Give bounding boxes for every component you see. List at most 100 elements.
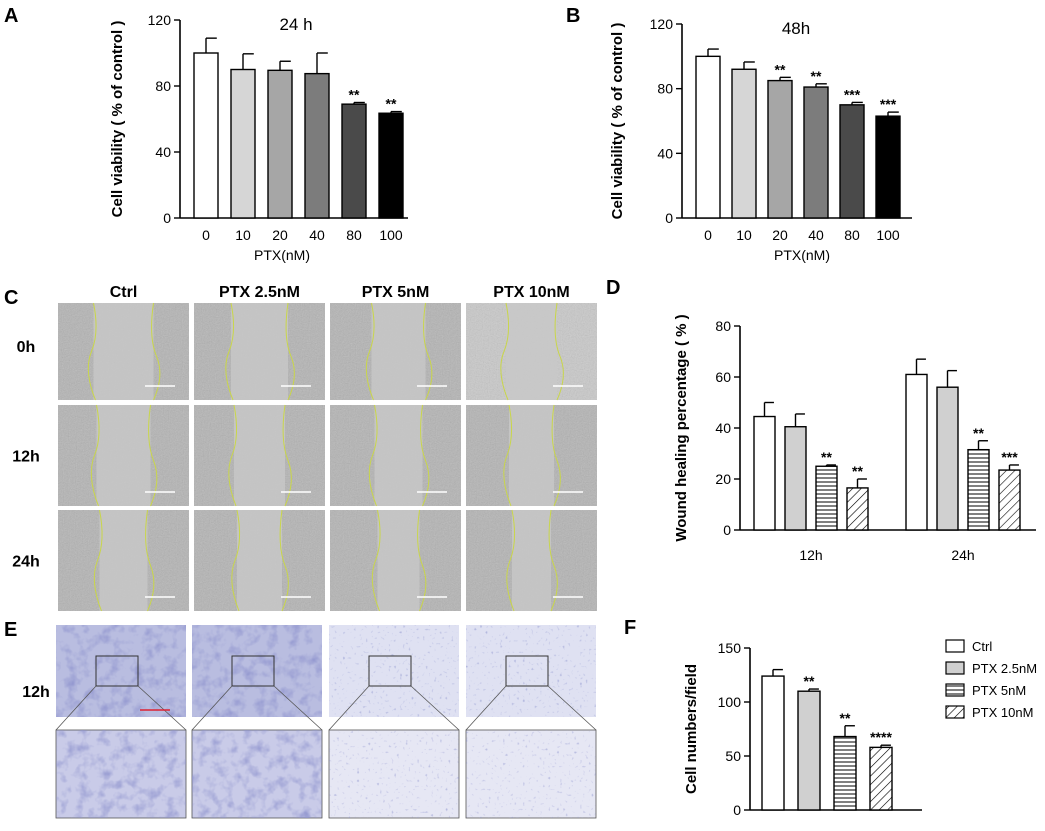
micrograph-2-3	[466, 509, 597, 612]
zoom-line-right	[547, 685, 597, 731]
wound-gap	[506, 303, 557, 400]
micrograph-0-2	[330, 302, 461, 401]
wound-edge-left	[225, 302, 235, 401]
zoom-line-left	[191, 685, 233, 731]
wound-gap	[93, 303, 154, 400]
legend-label: PTX 2.5nM	[972, 661, 1037, 676]
transwell-texture-zoom	[56, 730, 186, 818]
y-tick-label: 0	[665, 210, 673, 226]
panel-e-transwell-images: 12h	[22, 625, 597, 819]
bar-0-2	[815, 465, 838, 531]
legend-swatch	[945, 661, 965, 675]
row-label: 24h	[12, 554, 40, 571]
chart-b-viability-48h: 0 40 80 120 Cell viability ( % of control ) 4…	[609, 16, 912, 263]
y-tick-label: 150	[718, 640, 742, 656]
wound-edge-left	[506, 509, 516, 612]
x-tick-label: 20	[772, 227, 788, 243]
legend-swatch	[945, 639, 965, 653]
wound-gap	[374, 405, 423, 506]
wound-edge-left	[87, 302, 97, 401]
significance-label: ***	[844, 86, 861, 102]
bar-3	[869, 746, 893, 811]
bar-1	[230, 68, 256, 219]
bar-3	[304, 72, 330, 219]
zoom-box	[368, 655, 412, 687]
wound-edge-left	[368, 404, 378, 507]
wound-gap	[237, 510, 282, 611]
y-axis-label: Wound healing percentage ( % )	[673, 314, 690, 541]
significance-label: **	[804, 673, 815, 689]
y-tick-label: 50	[725, 748, 741, 764]
zoom-line-left	[328, 685, 370, 731]
zoom-line-right	[410, 685, 460, 731]
significance-label: **	[349, 87, 360, 103]
y-tick-label: 40	[155, 144, 171, 160]
transwell-texture-top	[56, 625, 186, 717]
bar-4	[839, 104, 865, 219]
wound-edge-left	[93, 509, 103, 612]
wound-gap	[99, 510, 148, 611]
legend: Ctrl PTX 2.5nM PTX 5nM PTX 10nM	[945, 639, 1037, 720]
x-tick-label: 40	[309, 227, 325, 243]
micrograph-0-1	[194, 302, 325, 401]
bar-0-1	[784, 426, 807, 531]
x-tick-label: 10	[235, 227, 251, 243]
bar-1-0	[905, 373, 928, 531]
transwell-0	[55, 625, 187, 819]
x-tick-label: 0	[704, 227, 712, 243]
zoom-box	[95, 655, 139, 687]
micrograph-2-2	[330, 509, 461, 612]
y-tick-label: 20	[715, 471, 731, 487]
y-tick-label: 0	[163, 210, 171, 226]
wound-edge-left	[231, 509, 241, 612]
panel-label-f: F	[624, 617, 636, 639]
transwell-texture-zoom	[329, 730, 459, 818]
wound-gap	[377, 510, 420, 611]
column-label: PTX 2.5nM	[219, 284, 300, 301]
wound-edge-left	[371, 509, 381, 612]
chart-title: 48h	[782, 19, 810, 38]
transwell-3	[465, 625, 597, 819]
zoom-box	[231, 655, 275, 687]
x-category-label: 12h	[799, 547, 822, 563]
significance-label: ****	[870, 729, 892, 745]
chart-title: 24 h	[279, 15, 312, 34]
chart-d-wound-healing: 0 20 40 60 80 Wound healing percentage ( % ) *…	[673, 314, 1036, 563]
y-tick-label: 40	[715, 420, 731, 436]
zoom-line-right	[273, 685, 323, 731]
row-label: 12h	[12, 449, 40, 466]
y-tick-label: 80	[155, 78, 171, 94]
panel-label-a: A	[4, 5, 18, 27]
wound-gap	[512, 510, 551, 611]
x-tick-label: 10	[736, 227, 752, 243]
panel-label-c: C	[4, 287, 18, 309]
legend-label: PTX 10nM	[972, 705, 1033, 720]
transwell-texture-top	[192, 625, 322, 717]
bar-1	[731, 68, 757, 219]
bar-0	[193, 52, 219, 219]
bar-2	[267, 69, 293, 219]
bar-1-1	[936, 386, 959, 531]
bar-1-2	[967, 448, 990, 531]
bar-5	[378, 112, 404, 219]
y-tick-label: 60	[715, 369, 731, 385]
wound-edge-left	[503, 404, 513, 507]
significance-label: **	[811, 68, 822, 84]
wound-edge-left	[90, 404, 100, 507]
x-axis-label: PTX(nM)	[254, 247, 310, 263]
transwell-2	[328, 625, 460, 819]
bar-0-0	[753, 415, 776, 531]
x-tick-label: 100	[379, 227, 403, 243]
y-tick-label: 100	[718, 694, 742, 710]
bar-1-3	[998, 469, 1021, 531]
legend-swatch	[945, 705, 965, 719]
x-tick-label: 80	[346, 227, 362, 243]
x-tick-label: 80	[844, 227, 860, 243]
micrograph-0-3	[466, 302, 597, 401]
wound-gap	[231, 303, 288, 400]
transwell-1	[191, 625, 323, 819]
legend-swatch	[945, 683, 965, 697]
bar-5	[875, 115, 901, 219]
